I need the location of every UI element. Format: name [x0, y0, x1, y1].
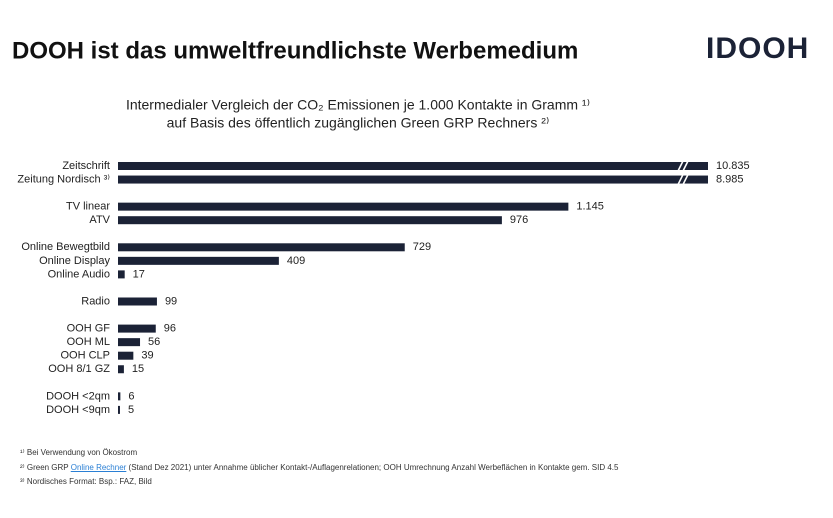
value-label: 8.985: [716, 173, 744, 185]
bar: [118, 351, 134, 360]
footnote: ²⁾ Green GRP Online Rechner (Stand Dez 2…: [20, 463, 618, 472]
bar: [118, 243, 405, 252]
footnote-text: ³⁾ Nordisches Format: Bsp.: FAZ, Bild: [20, 477, 152, 486]
value-label: 10.835: [716, 160, 750, 172]
bar: [118, 162, 708, 170]
category-label: DOOH <9qm: [46, 404, 110, 416]
bar: [118, 405, 120, 414]
category-label: OOH ML: [67, 336, 110, 348]
bar: [118, 202, 569, 211]
value-label: 729: [413, 241, 431, 253]
value-label: 5: [128, 404, 134, 416]
bar: [118, 392, 121, 401]
bar: [118, 324, 156, 333]
axis-break: [677, 160, 684, 172]
value-label: 976: [510, 214, 528, 226]
value-label: 99: [165, 295, 177, 307]
category-label: OOH CLP: [60, 350, 110, 362]
value-label: 15: [132, 363, 144, 375]
chart: DOOH ist das umweltfreundlichste Werbeme…: [12, 32, 809, 416]
category-label: OOH 8/1 GZ: [48, 363, 110, 375]
value-label: 96: [164, 323, 176, 335]
bar: [118, 365, 124, 374]
footnote-text: ²⁾ Green GRP: [20, 463, 71, 472]
value-label: 409: [287, 255, 305, 267]
value-label: 39: [141, 350, 153, 362]
bar: [118, 175, 708, 184]
axis-break: [682, 160, 689, 172]
axis-break: [677, 174, 684, 185]
chart-title: Intermedialer Vergleich der CO₂ Emission…: [126, 97, 590, 113]
axis-break: [682, 174, 689, 185]
logo: IDOOH: [706, 32, 809, 65]
value-label: 17: [133, 268, 145, 280]
bar: [118, 270, 125, 279]
category-label: Radio: [81, 295, 110, 307]
footnote: ³⁾ Nordisches Format: Bsp.: FAZ, Bild: [20, 477, 152, 486]
footnote-text: ¹⁾ Bei Verwendung von Ökostrom: [20, 448, 138, 457]
bar: [118, 256, 279, 265]
page-title: DOOH ist das umweltfreundlichste Werbeme…: [12, 37, 578, 64]
category-label: Zeitschrift: [62, 160, 110, 172]
chart-subtitle: auf Basis des öffentlich zugänglichen Gr…: [167, 115, 550, 131]
category-label: TV linear: [66, 201, 110, 213]
category-label: Online Audio: [48, 268, 110, 280]
category-label: ATV: [89, 214, 110, 226]
category-label: DOOH <2qm: [46, 390, 110, 402]
value-label: 6: [128, 390, 134, 402]
value-label: 1.145: [576, 201, 604, 213]
footnote-text: (Stand Dez 2021) unter Annahme üblicher …: [126, 463, 619, 472]
footnote-link[interactable]: Online Rechner: [70, 463, 127, 472]
bar: [118, 297, 157, 306]
category-label: OOH GF: [67, 323, 111, 335]
category-label: Zeitung Nordisch ³⁾: [17, 173, 110, 185]
bar: [118, 216, 502, 225]
footnote: ¹⁾ Bei Verwendung von Ökostrom: [20, 448, 137, 457]
value-label: 56: [148, 336, 160, 348]
bar: [118, 338, 141, 347]
category-label: Online Bewegtbild: [21, 241, 110, 253]
category-label: Online Display: [39, 255, 110, 267]
